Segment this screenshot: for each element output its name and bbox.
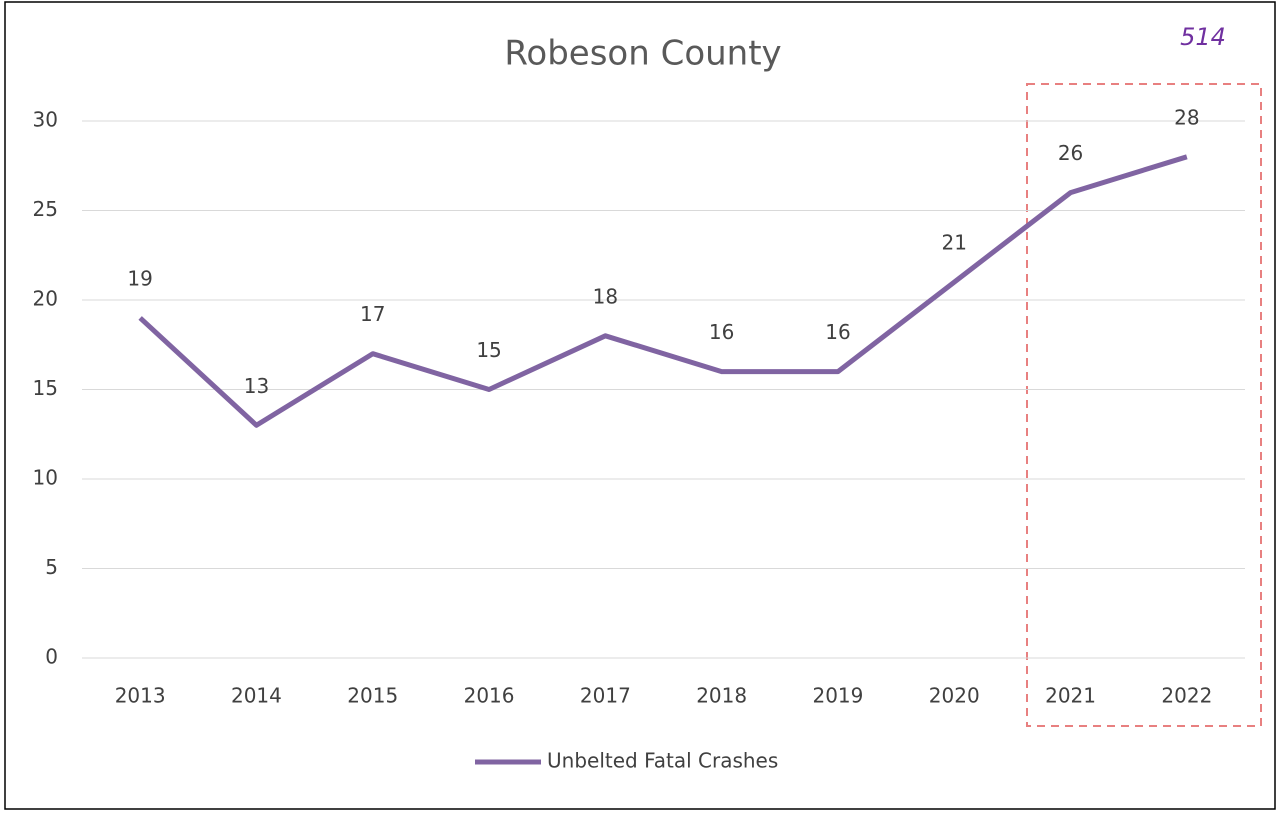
x-tick-label: 2019 [812, 684, 863, 708]
y-tick-label: 30 [33, 108, 58, 132]
data-label: 21 [942, 231, 967, 255]
highlight-box [1026, 83, 1262, 727]
legend-label: Unbelted Fatal Crashes [547, 749, 778, 773]
x-tick-label: 2021 [1045, 684, 1096, 708]
data-label: 28 [1174, 105, 1199, 129]
x-tick-label: 2018 [696, 684, 747, 708]
data-label: 16 [709, 320, 734, 344]
data-label: 16 [825, 320, 850, 344]
data-label: 19 [127, 266, 152, 290]
x-tick-label: 2020 [929, 684, 980, 708]
annotation: 514 [1180, 23, 1226, 51]
x-tick-label: 2015 [347, 684, 398, 708]
y-tick-label: 20 [33, 287, 58, 311]
data-label: 15 [476, 338, 501, 362]
x-tick-label: 2017 [580, 684, 631, 708]
chart-frame [4, 1, 1276, 810]
line [138, 154, 1188, 428]
x-tick-label: 2016 [464, 684, 515, 708]
data-label: 13 [244, 374, 269, 398]
x-tick-label: 2014 [231, 684, 282, 708]
y-tick-label: 0 [45, 645, 58, 669]
y-tick-label: 10 [33, 466, 58, 490]
y-tick-label: 15 [33, 376, 58, 400]
y-tick-label: 5 [45, 555, 58, 579]
x-tick-label: 2013 [115, 684, 166, 708]
chart-title: Robeson County [504, 34, 781, 74]
data-label: 18 [593, 284, 618, 308]
data-label: 26 [1058, 141, 1083, 165]
data-label: 17 [360, 302, 385, 326]
x-tick-label: 2022 [1161, 684, 1212, 708]
y-tick-label: 25 [33, 197, 58, 221]
